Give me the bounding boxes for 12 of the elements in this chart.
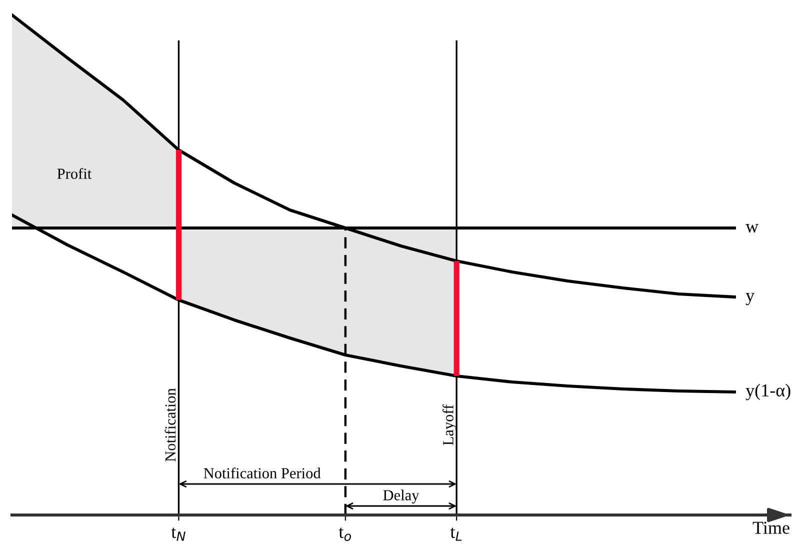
x-tick-label: t$_{L}$: [450, 528, 462, 541]
series-label: y: [746, 293, 754, 306]
x-tick-label: t$_{o}$: [338, 528, 351, 541]
x-tick-label: t$_{N}$: [171, 528, 186, 541]
annotation: Notification Period: [204, 467, 321, 478]
annotation: Profit: [57, 168, 92, 179]
series-label: y(1-α): [746, 384, 790, 400]
ref-line-label: Layoff: [442, 404, 457, 446]
ref-line-label: Notification: [164, 388, 176, 462]
x-axis-title: Time: [752, 522, 790, 534]
annotation: Delay: [383, 490, 420, 504]
series-label: w: [746, 224, 758, 233]
